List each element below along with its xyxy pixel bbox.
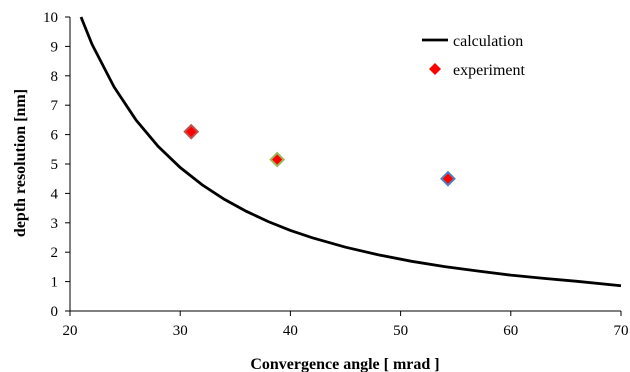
y-tick-label: 7 (51, 98, 59, 114)
y-tick-label: 4 (51, 186, 59, 202)
axes (69, 17, 621, 312)
y-tick-label: 3 (51, 216, 59, 232)
x-tick-label: 50 (393, 323, 408, 339)
y-tick-label: 6 (51, 128, 59, 144)
legend-swatch-experiment (429, 63, 441, 75)
x-tick-label: 70 (614, 323, 629, 339)
y-axis-title: depth resolution [nm] (12, 89, 29, 237)
y-tick-label: 5 (51, 157, 59, 173)
y-tick-label: 8 (51, 69, 59, 85)
y-tick-label: 10 (43, 10, 58, 26)
tick-marks (65, 16, 622, 316)
series-line-calculation (79, 16, 622, 288)
legend-label-experiment: experiment (453, 62, 526, 79)
tick-labels: 0 1 2 3 4 5 6 7 8 9 10 20 30 40 50 60 70 (43, 10, 629, 339)
x-tick-label: 60 (503, 323, 518, 339)
legend-label-calculation: calculation (453, 33, 523, 50)
x-tick-label: 30 (173, 323, 188, 339)
y-tick-label: 0 (51, 304, 59, 320)
data-point-experiment (440, 170, 456, 187)
data-point-experiment (269, 151, 286, 168)
y-tick-label: 1 (51, 275, 59, 291)
y-tick-label: 2 (51, 245, 59, 261)
legend: calculation experiment (422, 33, 526, 79)
experiment-markers (183, 123, 456, 187)
y-tick-label: 9 (51, 39, 59, 55)
x-tick-label: 20 (63, 323, 78, 339)
x-axis-title: Convergence angle [ mrad ] (250, 356, 439, 372)
data-point-experiment (183, 123, 200, 140)
x-tick-label: 40 (283, 323, 298, 339)
